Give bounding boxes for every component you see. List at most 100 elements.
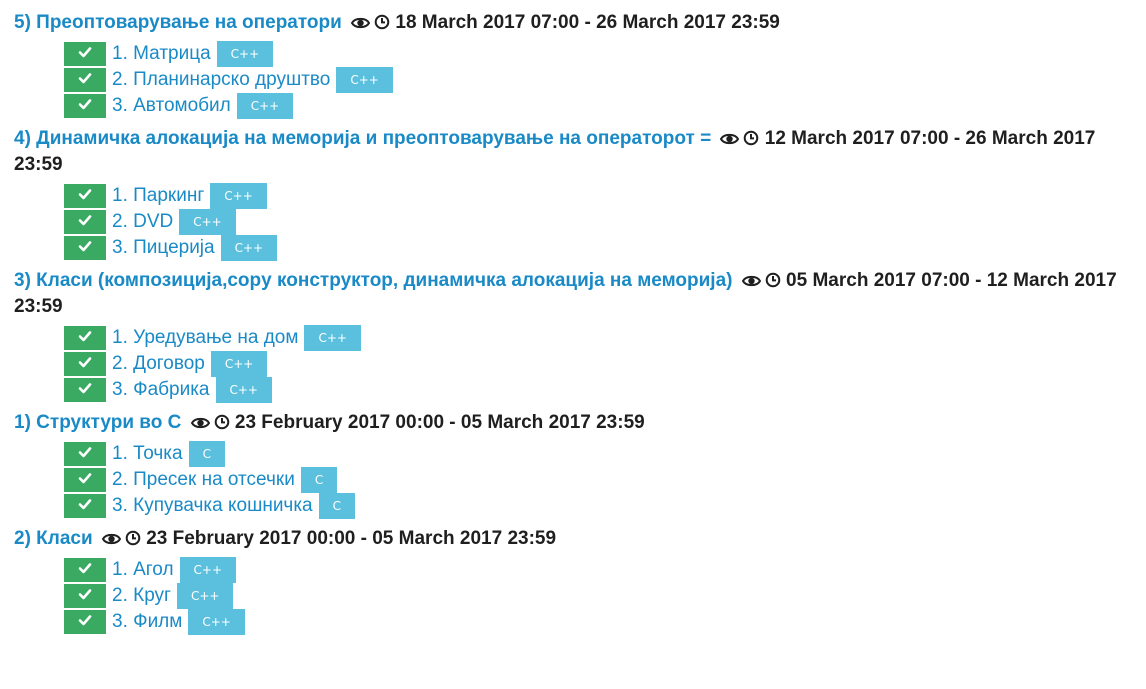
date-range: 12 March 2017 07:00 - 26 March 2017 23:5… <box>14 128 1096 175</box>
check-icon <box>78 613 92 631</box>
task-item: 3. Купувачка кошничка C <box>64 493 1132 519</box>
language-badge: C++ <box>210 183 267 209</box>
completed-check <box>64 378 106 402</box>
date-range: 23 February 2017 00:00 - 05 March 2017 2… <box>234 412 645 433</box>
task-item: 2. Круг C++ <box>64 583 1132 609</box>
completed-check <box>64 210 106 234</box>
task-list: 1. Агол C++ 2. Круг C++ 3. Филм C++ <box>14 557 1132 635</box>
check-icon <box>78 355 92 373</box>
section-title-link[interactable]: 2) Класи <box>14 528 93 549</box>
check-icon <box>78 213 92 231</box>
task-item: 1. Уредување на дом C++ <box>64 325 1132 351</box>
task-item: 2. Пресек на отсечки C <box>64 467 1132 493</box>
task-link[interactable]: 3. Пицерија <box>112 237 215 258</box>
section-title-link[interactable]: 5) Преоптоварување на оператори <box>14 12 342 33</box>
task-link[interactable]: 1. Агол <box>112 559 174 580</box>
task-item: 1. Паркинг C++ <box>64 183 1132 209</box>
check-icon <box>78 561 92 579</box>
task-link[interactable]: 2. Пресек на отсечки <box>112 469 295 490</box>
section-header: 3) Класи (композиција,copy конструктор, … <box>14 268 1132 320</box>
check-icon <box>78 445 92 463</box>
task-link[interactable]: 2. Планинарско друштво <box>112 69 331 90</box>
eye-icon <box>351 16 371 30</box>
eye-icon <box>190 416 210 430</box>
task-link[interactable]: 2. DVD <box>112 211 174 232</box>
task-item: 3. Автомобил C++ <box>64 93 1132 119</box>
section-header: 2) Класи 23 February 2017 00:00 - 05 Mar… <box>14 526 1132 552</box>
language-badge: C++ <box>179 557 237 583</box>
clock-icon <box>743 130 759 146</box>
completed-check <box>64 442 106 466</box>
date-range: 05 March 2017 07:00 - 12 March 2017 23:5… <box>14 270 1117 317</box>
assignment-section: 3) Класи (композиција,copy конструктор, … <box>14 268 1132 403</box>
task-link[interactable]: 1. Уредување на дом <box>112 327 299 348</box>
task-link[interactable]: 3. Автомобил <box>112 95 231 116</box>
clock-icon <box>125 530 141 546</box>
task-link[interactable]: 2. Круг <box>112 585 171 606</box>
language-badge: C <box>300 467 338 493</box>
task-link[interactable]: 1. Точка <box>112 443 183 464</box>
completed-check <box>64 610 106 634</box>
task-item: 1. Агол C++ <box>64 557 1132 583</box>
language-badge: C++ <box>220 235 278 261</box>
language-badge: C++ <box>215 377 272 403</box>
task-link[interactable]: 3. Купувачка кошничка <box>112 495 313 516</box>
check-icon <box>78 187 92 205</box>
check-icon <box>78 45 92 63</box>
completed-check <box>64 42 106 66</box>
check-icon <box>78 587 92 605</box>
task-link[interactable]: 1. Паркинг <box>112 185 205 206</box>
language-badge: C++ <box>236 93 294 119</box>
completed-check <box>64 468 106 492</box>
clock-icon <box>214 414 230 430</box>
completed-check <box>64 352 106 376</box>
eye-icon <box>720 132 740 146</box>
language-badge: C++ <box>304 325 361 351</box>
language-badge: C++ <box>179 209 236 235</box>
eye-icon <box>741 274 761 288</box>
language-badge: C++ <box>216 41 274 67</box>
task-link[interactable]: 3. Фабрика <box>112 379 210 400</box>
section-header: 4) Динамичка алокација на меморија и пре… <box>14 126 1132 178</box>
assignment-section: 4) Динамичка алокација на меморија и пре… <box>14 126 1132 261</box>
check-icon <box>78 71 92 89</box>
task-item: 2. Договор C++ <box>64 351 1132 377</box>
completed-check <box>64 326 106 350</box>
completed-check <box>64 558 106 582</box>
task-item: 3. Фабрика C++ <box>64 377 1132 403</box>
task-item: 1. Точка C <box>64 441 1132 467</box>
language-badge: C++ <box>188 609 245 635</box>
assignment-section: 1) Структури во C 23 February 2017 00:00… <box>14 410 1132 519</box>
task-item: 3. Филм C++ <box>64 609 1132 635</box>
assignment-section: 5) Преоптоварување на оператори 18 March… <box>14 10 1132 119</box>
task-list: 1. Уредување на дом C++ 2. Договор C++ 3. Фа… <box>14 325 1132 403</box>
completed-check <box>64 584 106 608</box>
assignment-section: 2) Класи 23 February 2017 00:00 - 05 Mar… <box>14 526 1132 635</box>
clock-icon <box>374 14 390 30</box>
task-list: 1. Матрица C++ 2. Планинарско друштво C++ 3.… <box>14 41 1132 119</box>
task-item: 1. Матрица C++ <box>64 41 1132 67</box>
check-icon <box>78 239 92 257</box>
task-list: 1. Точка C 2. Пресек на отсечки C 3. Купувач… <box>14 441 1132 519</box>
section-title-link[interactable]: 3) Класи (композиција,copy конструктор, … <box>14 270 733 291</box>
language-badge: C++ <box>176 583 234 609</box>
task-link[interactable]: 2. Договор <box>112 353 205 374</box>
completed-check <box>64 236 106 260</box>
check-icon <box>78 329 92 347</box>
section-header: 1) Структури во C 23 February 2017 00:00… <box>14 410 1132 436</box>
task-link[interactable]: 3. Филм <box>112 611 183 632</box>
date-range: 18 March 2017 07:00 - 26 March 2017 23:5… <box>395 12 780 33</box>
task-link[interactable]: 1. Матрица <box>112 43 211 64</box>
date-range: 23 February 2017 00:00 - 05 March 2017 2… <box>146 528 557 549</box>
task-item: 3. Пицерија C++ <box>64 235 1132 261</box>
section-header: 5) Преоптоварување на оператори 18 March… <box>14 10 1132 36</box>
task-list: 1. Паркинг C++ 2. DVD C++ 3. Пицерија C++ <box>14 183 1132 261</box>
language-badge: C++ <box>336 67 393 93</box>
section-title-link[interactable]: 1) Структури во C <box>14 412 182 433</box>
language-badge: C++ <box>210 351 268 377</box>
check-icon <box>78 497 92 515</box>
completed-check <box>64 68 106 92</box>
check-icon <box>78 97 92 115</box>
section-title-link[interactable]: 4) Динамичка алокација на меморија и пре… <box>14 128 712 149</box>
